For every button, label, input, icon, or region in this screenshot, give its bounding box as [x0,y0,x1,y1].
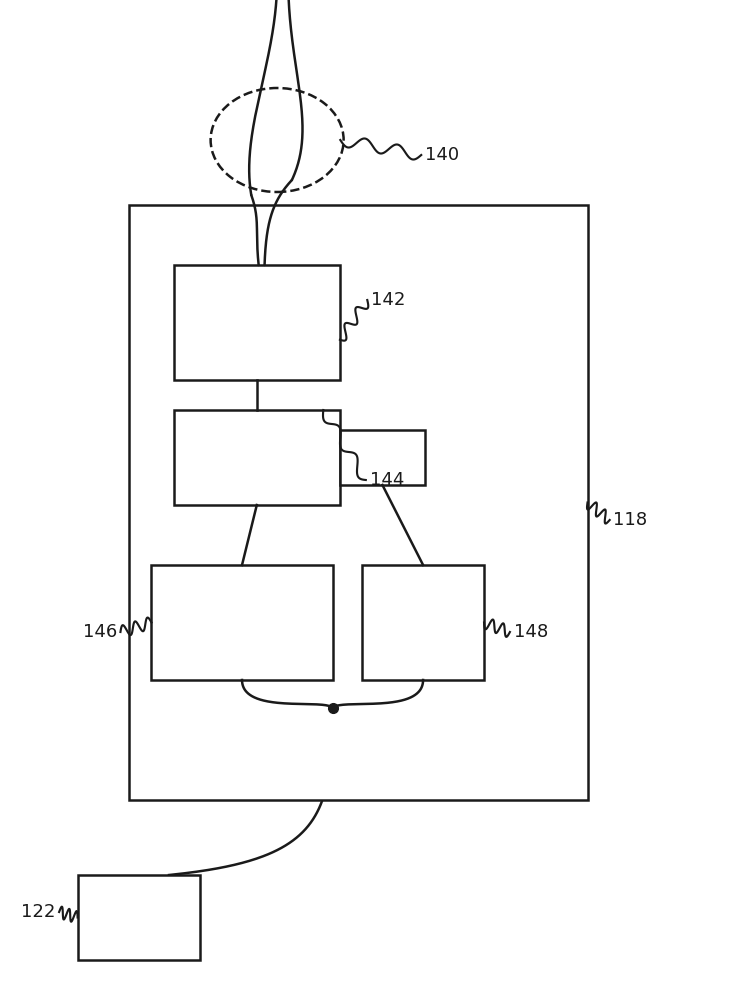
Bar [129,205,588,800]
Text: 146: 146 [83,623,117,641]
Bar [78,875,200,960]
Text: 148: 148 [514,623,548,641]
Text: 118: 118 [613,511,647,529]
Text: 122: 122 [21,903,55,921]
Bar [362,565,484,680]
Text: 144: 144 [370,471,404,489]
Text: 140: 140 [425,146,459,164]
Text: 142: 142 [371,291,406,309]
Bar [340,430,425,485]
Bar [174,265,340,380]
Bar [151,565,333,680]
Bar [174,410,340,505]
